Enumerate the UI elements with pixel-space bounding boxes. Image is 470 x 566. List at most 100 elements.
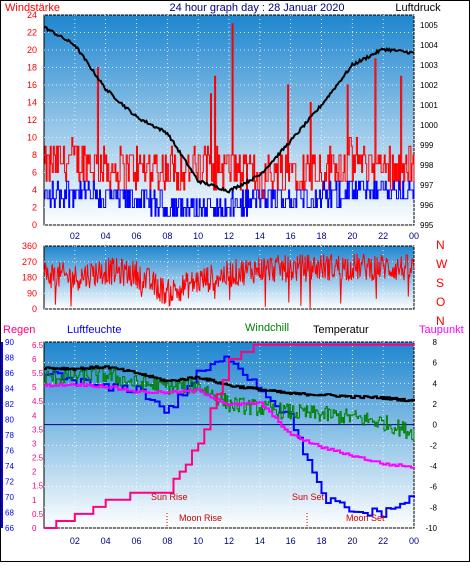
rain-legend: Regen [3, 324, 35, 336]
rain-tick-label: 3 [32, 439, 37, 448]
wind-tick-label: 10 [27, 133, 37, 143]
wind-speed-line [44, 23, 415, 200]
temp-tick-label: 4 [433, 379, 438, 388]
rain-tick-label: 5.5 [32, 369, 44, 378]
temp-tick-label: -10 [425, 524, 437, 533]
x-tick-label: 12 [224, 231, 234, 241]
wind-direction-line [43, 253, 415, 309]
pressure-tick-label: 1001 [420, 101, 438, 110]
temp-tick-label: -2 [430, 441, 438, 450]
x-tick-label: 20 [347, 536, 357, 546]
pressure-tick-label: 997 [420, 181, 434, 190]
humidity-tick-label: 78 [5, 431, 14, 440]
pressure-tick-label: 1004 [420, 41, 438, 50]
humidity-tick-label: 86 [5, 369, 14, 378]
wind-tick-label: 20 [27, 45, 37, 55]
x-tick-label: 16 [286, 231, 296, 241]
wind-tick-label: 4 [32, 185, 37, 195]
rain-tick-label: 1 [32, 496, 37, 505]
x-tick-label: 00 [409, 231, 419, 241]
humidity-tick-label: 66 [5, 524, 14, 533]
pressure-tick-label: 1003 [420, 61, 438, 70]
temp-tick-label: -8 [430, 503, 438, 512]
x-tick-label: 14 [255, 231, 265, 241]
wind-axis-title: Windstärke [5, 2, 60, 14]
dewpoint-line [44, 382, 415, 469]
wind-tick-label: 16 [27, 80, 37, 90]
humidity-tick-label: 80 [5, 416, 14, 425]
x-tick-label: 16 [286, 536, 296, 546]
x-tick-label: 04 [101, 536, 111, 546]
rain-tick-label: 6.5 [32, 341, 44, 350]
humidity-tick-label: 82 [5, 400, 14, 409]
x-tick-label: 08 [162, 536, 172, 546]
rain-tick-label: 4 [32, 411, 37, 420]
humidity-tick-label: 70 [5, 493, 14, 502]
x-tick-label: 14 [255, 536, 265, 546]
x-tick-label: 20 [347, 231, 357, 241]
pressure-tick-label: 996 [420, 201, 434, 210]
rain-tick-label: 2.5 [32, 454, 44, 463]
x-tick-label: 08 [162, 231, 172, 241]
moon-set-label: Moon Set [346, 513, 385, 523]
x-tick-label: 10 [193, 231, 203, 241]
chart-title: 24 hour graph day : 28 Januar 2020 [170, 2, 345, 14]
humidity-tick-label: 72 [5, 478, 14, 487]
temp-tick-label: 6 [433, 359, 438, 368]
compass-letter: N [436, 238, 445, 252]
humidity-tick-label: 76 [5, 447, 14, 456]
compass-letter: N [436, 314, 445, 328]
x-tick-label: 22 [378, 231, 388, 241]
x-tick-label: 06 [131, 536, 141, 546]
compass-letter: W [436, 257, 448, 271]
rain-tick-label: 5 [32, 383, 37, 392]
temperature-line [44, 365, 415, 403]
x-tick-label: 18 [316, 536, 326, 546]
rain-tick-label: 0.5 [32, 510, 44, 519]
wind-tick-label: 24 [27, 10, 37, 20]
temperature-legend: Temperatur [313, 324, 369, 336]
pressure-axis-title: Luftdruck [395, 2, 441, 14]
compass-letter: S [436, 276, 444, 290]
x-tick-label: 10 [193, 536, 203, 546]
rain-line [44, 343, 414, 529]
rain-tick-label: 4.5 [32, 397, 44, 406]
windchill-legend: Windchill [245, 322, 289, 334]
wind-tick-label: 12 [27, 115, 37, 125]
pressure-tick-label: 1002 [420, 81, 438, 90]
direction-tick-label: 90 [27, 288, 37, 298]
humidity-legend: Luftfeuchte [67, 324, 121, 336]
wind-tick-label: 18 [27, 63, 37, 73]
moon-rise-label: Moon Rise [179, 513, 222, 523]
humidity-tick-label: 84 [5, 385, 14, 394]
dewpoint-legend: Taupunkt [419, 324, 464, 336]
wind-tick-label: 0 [32, 220, 37, 230]
humidity-tick-label: 88 [5, 354, 14, 363]
direction-tick-label: 180 [22, 273, 37, 283]
sun-set-label: Sun Set [292, 492, 325, 502]
windchill-line [44, 367, 415, 441]
pressure-tick-label: 1005 [420, 21, 438, 30]
rain-tick-label: 6 [32, 355, 37, 364]
rain-tick-label: 2 [32, 468, 37, 477]
humidity-tick-label: 90 [5, 338, 14, 347]
temp-tick-label: 0 [433, 421, 438, 430]
x-tick-label: 02 [70, 536, 80, 546]
temp-tick-label: -4 [430, 462, 438, 471]
temp-tick-label: 8 [433, 338, 438, 347]
pressure-line [43, 26, 414, 194]
temperature-humidity-panel: -10-8-6-4-20246800.511.522.533.544.555.5… [1, 338, 438, 546]
humidity-tick-label: 68 [5, 509, 14, 518]
wind-tick-label: 14 [27, 98, 37, 108]
pressure-tick-label: 999 [420, 141, 434, 150]
wind-tick-label: 22 [27, 28, 37, 38]
wind-second-line [44, 180, 415, 217]
direction-tick-label: 270 [22, 257, 37, 267]
rain-tick-label: 3.5 [32, 425, 44, 434]
rain-tick-label: 1.5 [32, 482, 44, 491]
compass-letter: O [436, 295, 445, 309]
x-tick-label: 12 [224, 536, 234, 546]
